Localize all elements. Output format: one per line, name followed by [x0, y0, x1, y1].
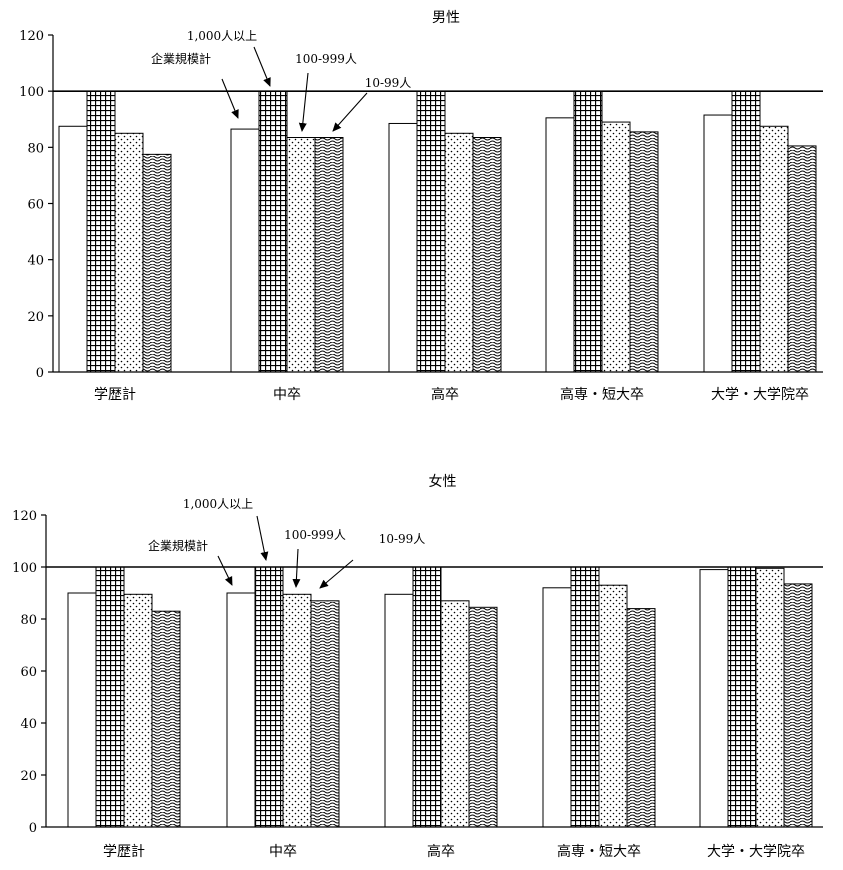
series-annotation: 100-999人 — [295, 52, 357, 66]
bar-高専・短大卒-10-99人 — [626, 608, 656, 828]
bar-学歴計-企業規模計 — [58, 125, 88, 373]
category-label: 高卒 — [431, 386, 459, 403]
y-tick-label: 20 — [27, 310, 44, 325]
bar-高専・短大卒-100-999人 — [598, 584, 628, 828]
bar-中卒-10-99人 — [310, 600, 340, 828]
bar-大学・大学院卒-10-99人 — [787, 145, 817, 373]
bar-中卒-1,000人以上 — [254, 566, 284, 828]
bar-高卒-10-99人 — [472, 137, 502, 373]
annotation-arrow — [217, 555, 233, 586]
annotation-arrow — [221, 78, 239, 119]
bar-大学・大学院卒-100-999人 — [755, 567, 785, 828]
series-annotation: 企業規模計 — [151, 51, 211, 66]
y-tick-label: 40 — [20, 717, 37, 732]
bar-学歴計-10-99人 — [142, 153, 172, 373]
category-label: 学歴計 — [103, 844, 145, 860]
category-label: 中卒 — [273, 387, 301, 403]
bar-学歴計-1,000人以上 — [95, 566, 125, 828]
series-annotation: 1,000人以上 — [183, 497, 253, 511]
bar-大学・大学院卒-1,000人以上 — [731, 90, 761, 373]
annotation-arrow — [256, 515, 269, 561]
y-tick-label: 120 — [19, 29, 44, 44]
bar-高専・短大卒-100-999人 — [601, 121, 631, 373]
bar-大学・大学院卒-100-999人 — [759, 125, 789, 373]
y-tick-label: 80 — [20, 613, 37, 628]
bar-学歴計-企業規模計 — [67, 592, 97, 828]
bar-高専・短大卒-1,000人以上 — [573, 90, 603, 373]
bar-中卒-企業規模計 — [226, 592, 256, 828]
bar-高卒-1,000人以上 — [412, 566, 442, 828]
annotation-arrow — [298, 72, 309, 132]
bar-大学・大学院卒-1,000人以上 — [727, 566, 757, 828]
category-label: 高専・短大卒 — [560, 386, 644, 403]
category-label: 中卒 — [269, 844, 297, 860]
bar-高卒-100-999人 — [440, 600, 470, 828]
series-annotation: 10-99人 — [365, 76, 412, 90]
bar-高卒-10-99人 — [468, 606, 498, 828]
series-annotation: 企業規模計 — [148, 538, 208, 553]
bar-高卒-1,000人以上 — [416, 90, 446, 373]
bar-大学・大学院卒-企業規模計 — [703, 114, 733, 373]
bar-中卒-1,000人以上 — [258, 90, 288, 373]
y-tick-label: 100 — [19, 85, 44, 100]
bar-中卒-企業規模計 — [230, 128, 260, 373]
chart-title: 男性 — [432, 10, 460, 26]
chart-title: 女性 — [429, 473, 457, 490]
series-annotation: 100-999人 — [284, 528, 346, 542]
series-annotation: 1,000人以上 — [187, 29, 257, 43]
bar-中卒-10-99人 — [314, 137, 344, 373]
bar-高専・短大卒-1,000人以上 — [570, 566, 600, 828]
annotation-arrow — [319, 559, 354, 589]
bar-高卒-企業規模計 — [384, 593, 414, 828]
category-label: 高専・短大卒 — [557, 843, 641, 860]
bar-高卒-100-999人 — [444, 132, 474, 373]
series-annotation: 10-99人 — [379, 532, 426, 546]
bar-中卒-100-999人 — [282, 593, 312, 828]
bar-高専・短大卒-企業規模計 — [542, 587, 572, 828]
y-tick-label: 100 — [12, 561, 37, 576]
bar-大学・大学院卒-企業規模計 — [699, 569, 729, 828]
annotation-arrow — [253, 46, 271, 87]
category-label: 学歴計 — [94, 387, 136, 403]
bar-高卒-企業規模計 — [388, 122, 418, 373]
annotation-arrow — [292, 548, 301, 588]
category-label: 大学・大学院卒 — [707, 844, 805, 860]
y-tick-label: 40 — [27, 254, 44, 269]
bar-学歴計-100-999人 — [114, 132, 144, 373]
category-label: 大学・大学院卒 — [711, 387, 809, 403]
bar-学歴計-1,000人以上 — [86, 90, 116, 373]
bar-中卒-100-999人 — [286, 137, 316, 373]
y-tick-label: 60 — [20, 665, 37, 680]
bar-高専・短大卒-10-99人 — [629, 131, 659, 373]
y-tick-label: 120 — [12, 509, 37, 524]
annotation-arrow — [332, 92, 368, 132]
y-tick-label: 0 — [36, 366, 44, 381]
bar-学歴計-10-99人 — [151, 610, 181, 828]
y-tick-label: 80 — [27, 141, 44, 156]
category-label: 高卒 — [427, 843, 455, 860]
y-tick-label: 60 — [27, 198, 44, 213]
bar-大学・大学院卒-10-99人 — [783, 583, 813, 828]
bar-学歴計-100-999人 — [123, 593, 153, 828]
y-tick-label: 0 — [29, 821, 37, 836]
bar-高専・短大卒-企業規模計 — [545, 117, 575, 373]
y-tick-label: 20 — [20, 769, 37, 784]
